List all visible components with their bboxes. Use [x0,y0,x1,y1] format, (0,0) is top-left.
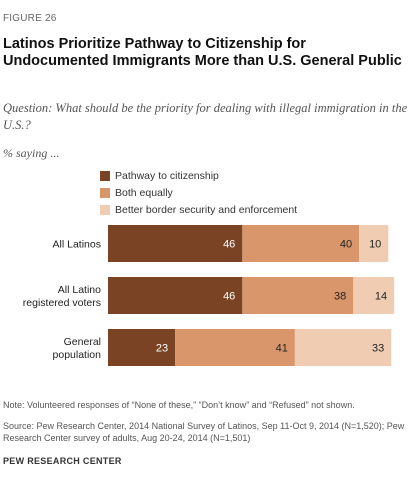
chart-legend: Pathway to citizenship Both equally Bett… [100,167,297,218]
data-label: 10 [369,239,381,251]
bar-segment [353,277,395,314]
legend-swatch-border [100,204,110,215]
bar-segment [359,225,389,262]
category-label: All Latinos [53,239,101,251]
stacked-bar-chart: All Latinos 46 40 10 All Latino registered vo… [23,225,395,366]
data-label: 46 [223,239,235,251]
figure-label: FIGURE 26 [3,13,57,24]
bar-segment [108,277,243,314]
data-label: 23 [156,343,168,355]
bar-segment [294,329,392,366]
data-label: 33 [372,343,384,355]
data-label: 14 [375,291,387,303]
legend-item: Pathway to citizenship [100,167,297,184]
organization-name: PEW RESEARCH CENTER [3,456,122,466]
chart-source: Source: Pew Research Center, 2014 Nation… [3,421,405,443]
bar-segment [108,329,176,366]
data-label: 40 [340,239,352,251]
legend-swatch-both [100,187,110,198]
question-text: Question: What should be the priority fo… [3,101,408,132]
bar-segment [242,277,354,314]
legend-swatch-pathway [100,170,110,181]
data-label: 38 [334,291,346,303]
bar-segment [175,329,295,366]
chart-note: Note: Volunteered responses of “None of … [3,400,355,410]
legend-item: Both equally [100,184,297,201]
legend-item: Better border security and enforcement [100,201,297,218]
bar-segment [242,225,360,262]
category-label: All Latino registered voters [23,284,101,309]
data-label: 46 [223,291,235,303]
legend-label-pathway: Pathway to citizenship [115,169,219,182]
percent-saying-label: % saying ... [3,146,60,160]
legend-label-both: Both equally [115,186,173,199]
bar-segment [108,225,243,262]
data-label: 41 [276,343,288,355]
legend-label-border: Better border security and enforcement [115,203,298,216]
chart-title: Latinos Prioritize Pathway to Citizenshi… [3,36,402,69]
category-label: General population [53,336,102,361]
